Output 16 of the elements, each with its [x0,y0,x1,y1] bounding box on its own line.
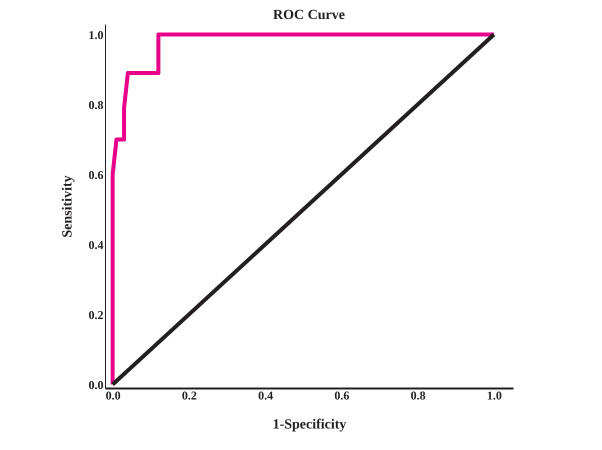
x-tick-label: 0.2 [182,388,197,402]
x-tick-label: 0.4 [258,388,274,402]
y-tick-label: 0.4 [88,238,104,252]
x-tick-label: 1.0 [486,388,502,402]
y-tick-label: 0.8 [88,98,104,112]
x-axis-title: 1-Specificity [272,418,346,432]
x-tick-label: 0.0 [106,388,121,402]
line-series [110,32,496,386]
x-tick-label: 0.6 [334,388,350,402]
y-axis-title: Sensitivity [60,175,76,238]
chart-title: ROC Curve [273,8,345,23]
x-tick-label: 0.8 [410,388,426,402]
y-tick-label: 0.0 [88,378,104,392]
y-tick-label: 0.2 [88,308,104,322]
y-tick-label: 0.6 [88,168,104,182]
y-tick-label: 1.0 [88,28,104,42]
